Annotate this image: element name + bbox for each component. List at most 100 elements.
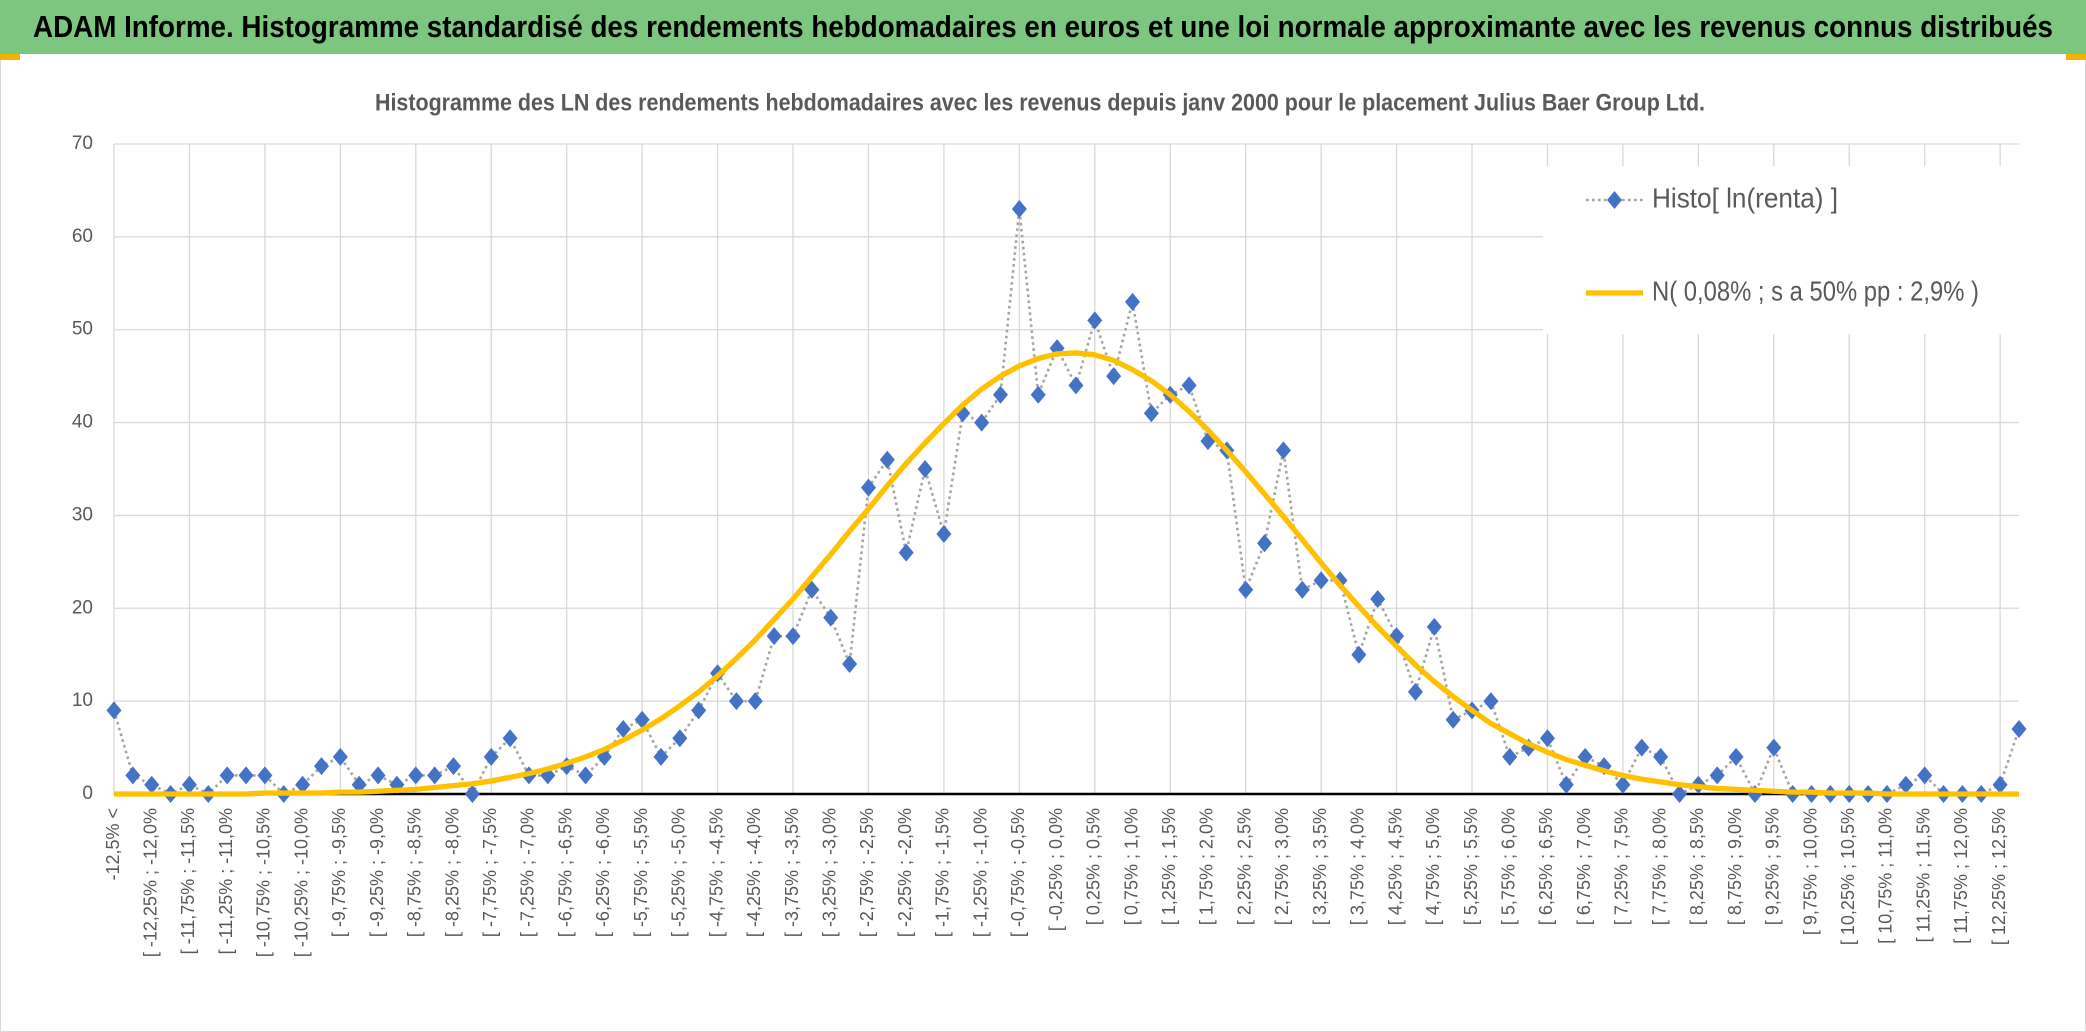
- marker: [860, 478, 876, 497]
- y-tick-label: 30: [72, 504, 93, 525]
- marker: [257, 766, 273, 785]
- marker: [1653, 747, 1669, 766]
- marker: [125, 766, 141, 785]
- y-tick-label: 10: [72, 690, 93, 711]
- x-tick-label: [ 4,75% ; 5,0%: [1423, 808, 1443, 925]
- x-tick-label: [ 3,25% ; 3,5%: [1310, 808, 1330, 925]
- x-tick-label: [ 0,75% ; 1,0%: [1121, 808, 1141, 925]
- x-tick-label: [ -10,25% ; -10,0%: [291, 808, 311, 957]
- x-tick-label: [ -2,25% ; -2,0%: [895, 808, 915, 937]
- marker: [1106, 367, 1122, 386]
- marker: [747, 692, 763, 711]
- legend-label: Histo[ ln(renta) ]: [1652, 182, 1838, 213]
- marker: [332, 747, 348, 766]
- marker: [370, 766, 386, 785]
- series-line: [114, 350, 2019, 797]
- marker: [1917, 766, 1933, 785]
- marker: [578, 766, 594, 785]
- marker: [823, 608, 839, 627]
- x-tick-label: [ -5,25% ; -5,0%: [669, 808, 689, 937]
- marker: [842, 655, 858, 673]
- x-tick-label: [ 1,75% ; 2,0%: [1197, 808, 1217, 925]
- marker: [1709, 766, 1725, 785]
- x-tick-label: [ -0,25% ; 0,0%: [1046, 808, 1066, 931]
- marker: [408, 766, 424, 785]
- marker: [1766, 738, 1782, 757]
- marker: [2011, 720, 2027, 738]
- x-tick-label: [ 10,25% ; 10,5%: [1838, 808, 1858, 945]
- x-tick-label: [ 11,25% ; 11,5%: [1913, 808, 1933, 942]
- marker: [295, 775, 311, 794]
- x-tick-label: [ 6,25% ; 6,5%: [1536, 808, 1556, 925]
- marker: [1483, 692, 1499, 711]
- x-tick-label: [ 7,75% ; 8,0%: [1649, 808, 1669, 925]
- marker: [1615, 775, 1631, 794]
- marker: [1502, 747, 1518, 766]
- x-tick-label: [ 11,75% ; 12,0%: [1951, 808, 1971, 944]
- x-tick-label: [ 4,25% ; 4,5%: [1385, 808, 1405, 925]
- x-tick-label: [ -8,25% ; -8,0%: [442, 808, 462, 937]
- x-tick-label: [ -9,75% ; -9,5%: [329, 808, 349, 937]
- y-tick-label: 40: [72, 412, 93, 433]
- marker: [1332, 571, 1348, 590]
- x-tick-label: [ 2,75% ; 3,0%: [1272, 808, 1292, 925]
- x-tick-label: [ 6,75% ; 7,0%: [1574, 808, 1594, 925]
- marker: [974, 413, 990, 432]
- x-tick-label: [ -3,25% ; -3,0%: [819, 808, 839, 937]
- x-tick-label: [ -8,75% ; -8,5%: [405, 808, 425, 937]
- marker: [219, 766, 235, 785]
- marker: [1087, 311, 1103, 330]
- marker: [1238, 580, 1254, 599]
- x-tick-label: [ -4,25% ; -4,0%: [744, 808, 764, 937]
- marker: [1426, 617, 1442, 636]
- x-tick-label: [ -7,75% ; -7,5%: [480, 808, 500, 937]
- marker: [879, 450, 895, 469]
- x-tick-label: [ 2,25% ; 2,5%: [1234, 808, 1254, 925]
- legend-marker: [1607, 191, 1622, 209]
- marker: [728, 692, 744, 711]
- y-tick-label: 70: [72, 133, 93, 154]
- x-tick-label: [ 12,25% ; 12,5%: [1989, 808, 2009, 945]
- x-tick-label: [ 9,75% ; 10,0%: [1800, 808, 1820, 935]
- marker: [634, 710, 650, 729]
- header-bar: [0, 0, 2086, 54]
- x-tick-label: [ 7,25% ; 7,5%: [1612, 808, 1632, 925]
- page-title: ADAM Informe. Histogramme standardisé de…: [33, 9, 2053, 44]
- chart-title: Histogramme des LN des rendements hebdom…: [375, 89, 1705, 116]
- marker: [1898, 775, 1914, 794]
- marker: [1257, 534, 1273, 553]
- marker: [1030, 385, 1046, 404]
- x-tick-label: [ 10,75% ; 11,0%: [1876, 808, 1896, 944]
- marker: [691, 701, 707, 720]
- marker: [1445, 710, 1461, 729]
- marker: [1068, 376, 1084, 395]
- marker: [1539, 729, 1555, 748]
- marker: [144, 775, 160, 794]
- x-tick-label: -12,5% <: [103, 808, 123, 881]
- marker: [427, 766, 443, 785]
- marker: [766, 627, 782, 646]
- x-tick-label: [ -11,25% ; -11,0%: [216, 808, 236, 954]
- marker: [1143, 404, 1159, 423]
- marker: [672, 729, 688, 748]
- x-tick-label: [ 9,25% ; 9,5%: [1763, 808, 1783, 925]
- marker: [1181, 376, 1197, 395]
- x-tick-label: [ -10,75% ; -10,5%: [254, 808, 274, 957]
- x-tick-label: [ -3,75% ; -3,5%: [782, 808, 802, 937]
- marker: [1407, 682, 1423, 701]
- x-tick-label: [ -9,25% ; -9,0%: [367, 808, 387, 937]
- marker: [1351, 645, 1367, 664]
- marker: [483, 747, 499, 766]
- legend-label: N( 0,08% ; s a 50% pp : 2,9% ): [1652, 275, 1979, 306]
- marker: [1992, 775, 2008, 794]
- corner-accent: [2066, 54, 2086, 60]
- marker: [502, 729, 518, 748]
- x-tick-label: [ -7,25% ; -7,0%: [518, 808, 538, 937]
- x-tick-label: [ -5,75% ; -5,5%: [631, 808, 651, 937]
- marker: [898, 543, 914, 562]
- marker: [464, 785, 480, 803]
- x-tick-label: [ -0,75% ; -0,5%: [1008, 808, 1028, 937]
- marker: [1370, 590, 1386, 608]
- x-tick-label: [ -6,75% ; -6,5%: [555, 808, 575, 937]
